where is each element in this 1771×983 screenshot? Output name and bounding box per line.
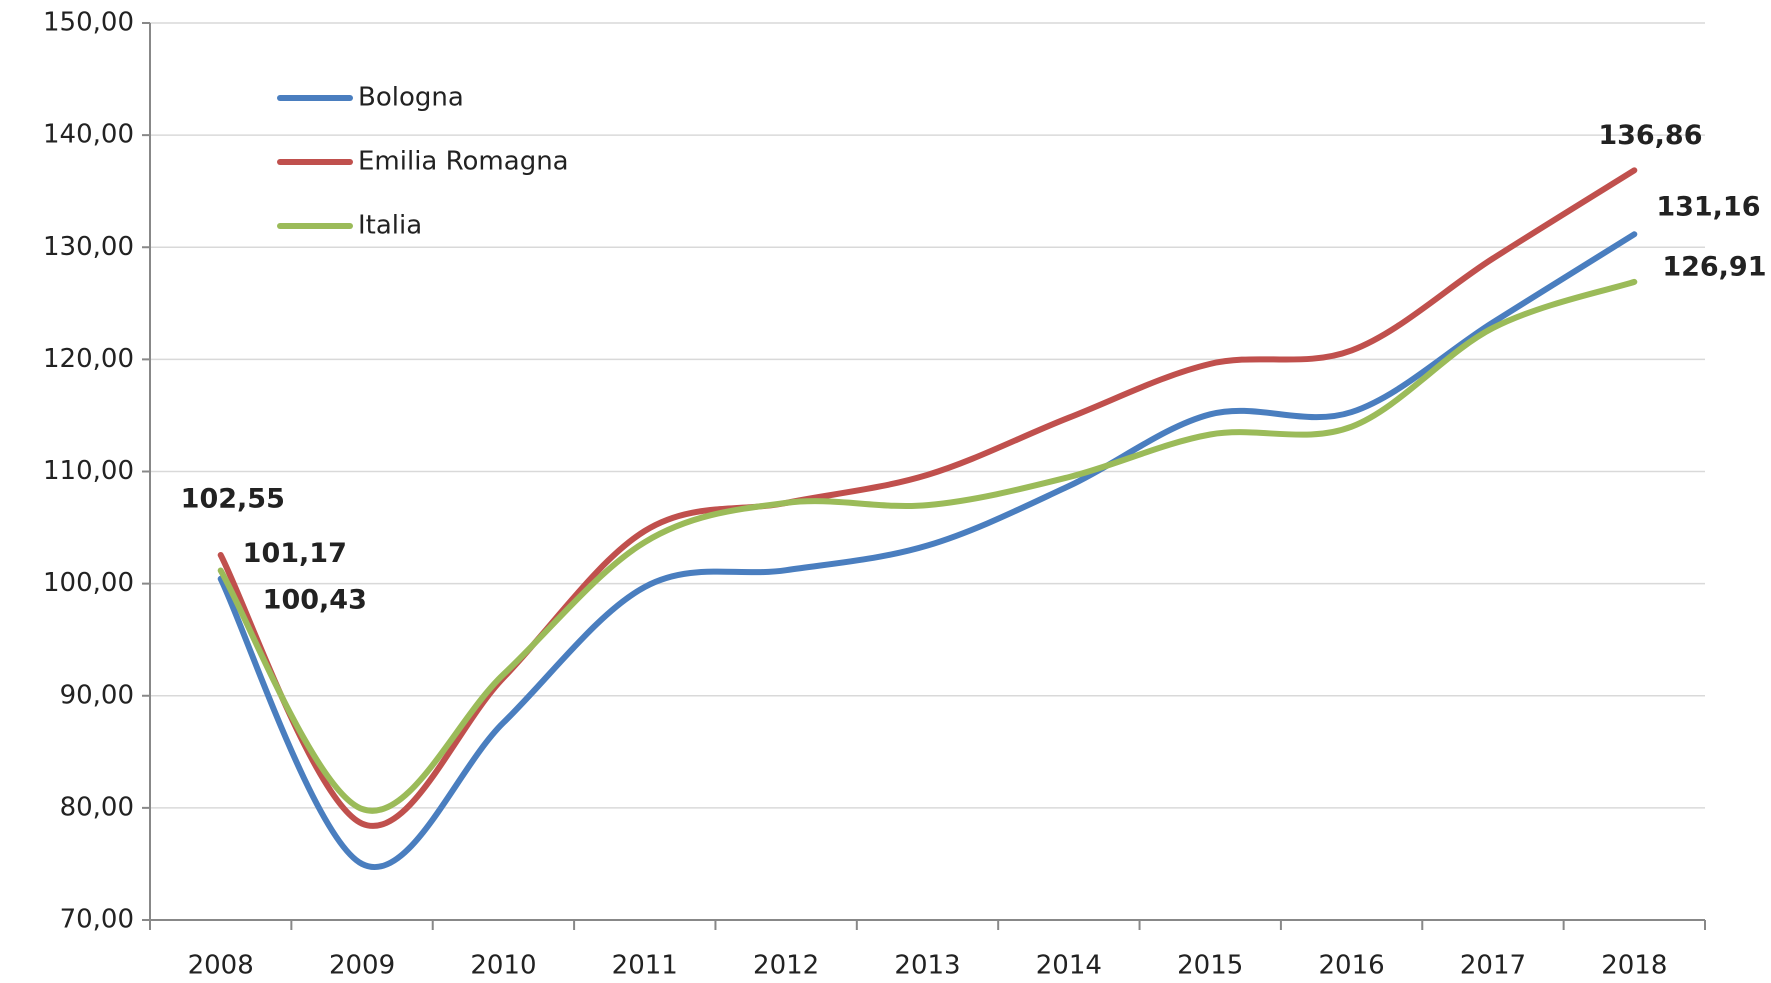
x-tick-label: 2009 [329,951,395,981]
data-label: 102,55 [181,484,285,515]
x-tick-label: 2011 [612,951,678,981]
y-tick-label: 140,00 [43,120,134,150]
line-series [217,278,1638,814]
x-tick-label: 2015 [1177,951,1243,981]
x-tick-label: 2018 [1601,951,1667,981]
legend-label: Italia [358,211,422,241]
data-label: 126,91 [1662,251,1766,282]
legend-label: Emilia Romagna [358,147,569,177]
line-series [217,231,1638,870]
x-tick-label: 2010 [470,951,536,981]
x-tick-label: 2017 [1460,951,1526,981]
y-tick-label: 120,00 [43,344,134,374]
x-tick-label: 2012 [753,951,819,981]
data-label: 131,16 [1656,192,1760,223]
data-label: 136,86 [1598,120,1702,151]
x-tick-label: 2016 [1319,951,1385,981]
data-label: 100,43 [263,584,367,615]
y-tick-label: 80,00 [60,792,134,822]
legend-label: Bologna [358,83,464,113]
y-tick-label: 150,00 [43,8,134,38]
x-tick-label: 2008 [188,951,254,981]
data-label: 101,17 [243,538,347,569]
y-tick-label: 70,00 [60,905,134,935]
line-series [217,167,1638,829]
x-tick-label: 2013 [894,951,960,981]
y-tick-label: 110,00 [43,456,134,486]
y-tick-label: 90,00 [60,680,134,710]
y-tick-label: 130,00 [43,232,134,262]
x-tick-label: 2014 [1036,951,1102,981]
y-tick-label: 100,00 [43,568,134,598]
